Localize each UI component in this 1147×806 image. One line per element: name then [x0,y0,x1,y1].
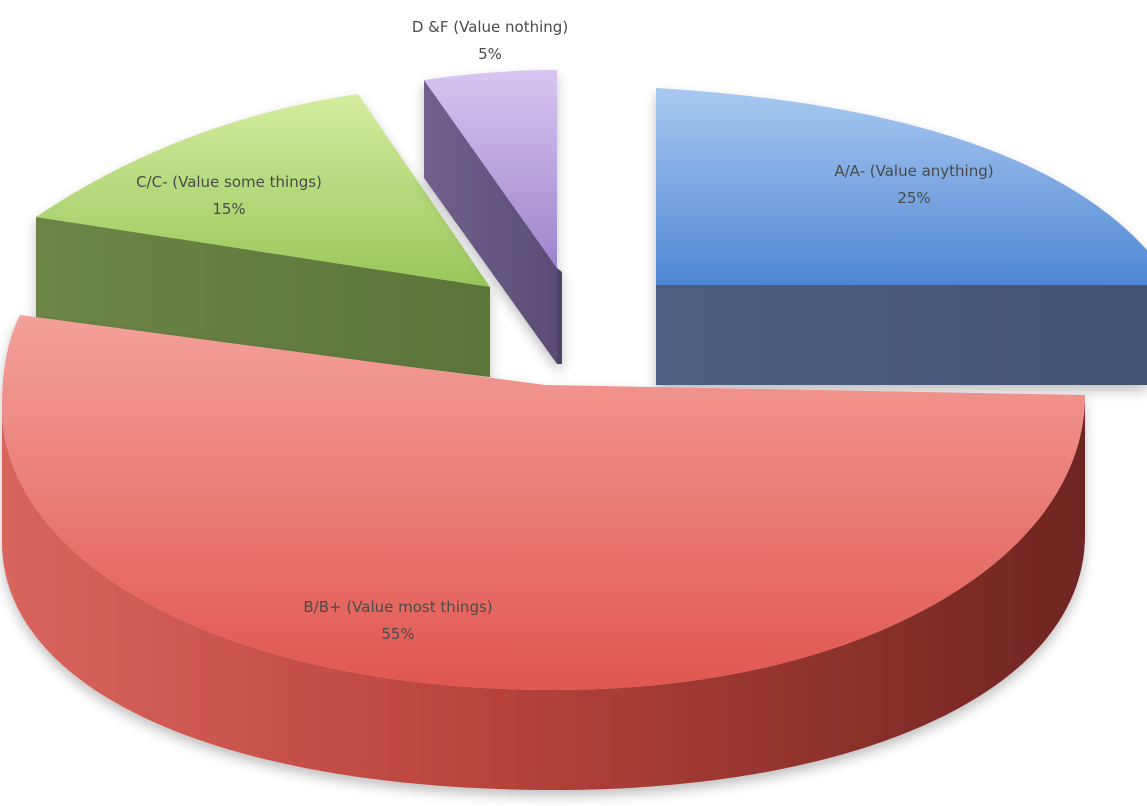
slice-label-b: B/B+ (Value most things) 55% [303,598,492,643]
slice-label-c-name: C/C- (Value some things) [136,173,322,191]
pie-slice-a-top [656,88,1147,285]
slice-label-d-percent: 5% [478,45,502,63]
slice-label-a-percent: 25% [897,189,930,207]
pie-slice-d-left-side [424,80,557,364]
slice-label-c: C/C- (Value some things) 15% [136,173,322,218]
slice-label-a: A/A- (Value anything) 25% [834,162,993,207]
pie-slice-b [1,315,1086,790]
slice-label-c-percent: 15% [212,200,245,218]
slice-label-b-percent: 55% [381,625,414,643]
pie-slice-a-front [656,285,1147,385]
pie-slice-d [424,70,562,364]
pie-slice-c-front [36,217,490,377]
pie-slice-b-top [1,315,1085,690]
slice-label-d: D &F (Value nothing) 5% [412,18,568,63]
pie-slice-a [656,88,1147,385]
slice-label-a-name: A/A- (Value anything) [834,162,993,180]
slice-label-d-name: D &F (Value nothing) [412,18,568,36]
pie-slice-c [36,94,490,377]
pie-slice-b-side [1,395,1086,790]
slice-label-b-name: B/B+ (Value most things) [303,598,492,616]
pie-slice-d-top [424,70,557,268]
pie-slice-d-right-side [557,268,562,364]
pie-slice-c-top [36,94,490,287]
